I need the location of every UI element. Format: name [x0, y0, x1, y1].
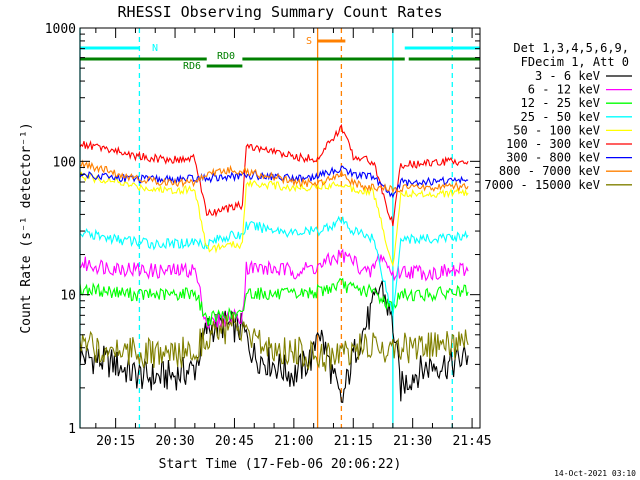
x-axis-label: Start Time (17-Feb-06 20:06:22) — [159, 457, 402, 472]
x-tick-label-0: 20:15 — [96, 434, 135, 449]
series-lines — [79, 123, 469, 404]
x-tick-label-6: 21:45 — [453, 434, 492, 449]
footer-timestamp: 14-Oct-2021 03:10 — [554, 469, 636, 478]
series-line-2 — [79, 277, 469, 326]
flag-label-rd6: RD6 — [183, 61, 201, 72]
legend-label-5: 100 - 300 keV — [506, 137, 600, 151]
legend-header-line-1: Det 1,3,4,5,6,9, — [513, 41, 629, 55]
x-tick-label-5: 21:30 — [393, 434, 432, 449]
y-axis: 1 10 100 1000 — [45, 22, 480, 437]
legend-label-4: 50 - 100 keV — [513, 123, 600, 137]
x-axis: 20:15 20:30 20:45 21:00 21:15 21:30 21:45 — [95, 28, 492, 449]
legend-label-7: 800 - 7000 keV — [499, 164, 600, 178]
y-axis-label: Count Rate (s⁻¹ detector⁻¹) — [19, 122, 34, 333]
legend-label-1: 6 - 12 keV — [528, 83, 600, 97]
series-line-7 — [79, 159, 469, 195]
series-line-1 — [79, 248, 469, 329]
flag-label-rd0: RD0 — [217, 51, 235, 62]
chart-title: RHESSI Observing Summary Count Rates — [117, 3, 442, 21]
legend-label-0: 3 - 6 keV — [535, 69, 600, 83]
plot-frame — [79, 27, 481, 429]
series-line-3 — [79, 215, 469, 316]
legend-label-8: 7000 - 15000 keV — [484, 178, 600, 192]
series-line-4 — [79, 171, 469, 268]
legend-label-6: 300 - 800 keV — [506, 151, 600, 165]
x-tick-label-1: 20:30 — [155, 434, 194, 449]
y-tick-label-0: 1 — [68, 422, 76, 437]
y-tick-label-2: 100 — [53, 155, 76, 170]
x-tick-label-4: 21:15 — [334, 434, 373, 449]
y-tick-label-1: 10 — [60, 289, 76, 304]
series-line-5 — [79, 123, 469, 227]
flag-label-night: N — [152, 43, 158, 54]
legend-header-line-2: FDecim 1, Att 0 — [521, 55, 629, 69]
legend-label-2: 12 - 25 keV — [521, 96, 600, 110]
series-line-8 — [79, 313, 469, 372]
y-tick-label-3: 1000 — [45, 22, 76, 37]
x-tick-label-2: 20:45 — [215, 434, 254, 449]
legend-label-3: 25 - 50 keV — [521, 110, 600, 124]
flag-bars: N S RD0 RD6 — [80, 36, 480, 72]
x-tick-label-3: 21:00 — [274, 434, 313, 449]
flag-label-saa: S — [306, 36, 312, 47]
legend: Det 1,3,4,5,6,9, FDecim 1, Att 0 3 - 6 k… — [484, 41, 632, 192]
